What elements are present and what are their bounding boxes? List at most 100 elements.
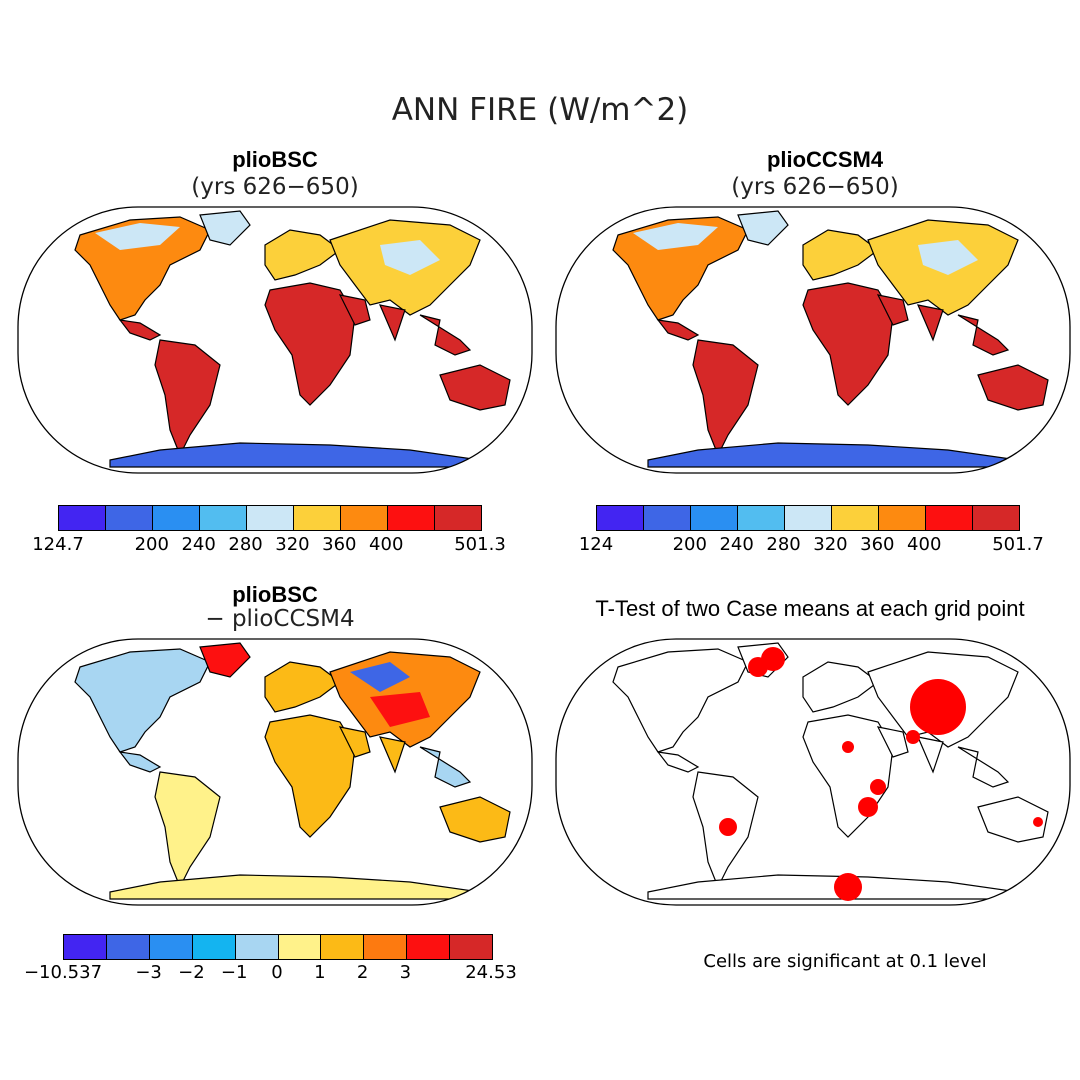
colorbar-tick-label: 0 [271,962,283,983]
continent-india [378,736,406,774]
significance-note: Cells are significant at 0.1 level [703,951,987,972]
colorbar-swatch [388,506,435,530]
continent-antarctica [647,874,1019,900]
colorbar-tick-label: 280 [228,534,263,555]
colorbar-tick-label: 2 [356,962,369,983]
colorbar-tick-label: 280 [766,534,801,555]
significant-cells [834,873,862,901]
significant-cells [870,779,886,795]
colorbar-tick-label: 320 [275,534,310,555]
colorbar-tick-label: 360 [860,534,895,555]
colorbar-swatch [597,506,644,530]
colorbar-swatch [59,506,106,530]
continent-centralAm [656,751,700,773]
colorbar-tick-label: −1 [220,962,248,983]
continent-northAmerica [612,216,749,321]
continent-australia [439,796,511,843]
colorbar-tick-label: 200 [672,534,707,555]
colorbar-swatch [106,935,150,959]
map-border [555,206,1071,474]
colorbar-swatch [247,506,294,530]
panel-subtitle-bottom-left: − plioCCSM4 [205,606,355,632]
negative-anomaly-region [350,662,410,692]
map-content-top-left [17,206,533,474]
continent-australia [977,364,1049,411]
colorbar-tick-label: 400 [907,534,942,555]
colorbar-tick-label: 200 [134,534,169,555]
plateau-region [918,240,978,275]
colorbar-tick-label: 24.53 [465,962,517,983]
continent-greenland [199,642,251,678]
map-bottom-right [555,638,1071,906]
continent-seAsia [419,746,472,788]
colorbar-top-right [596,505,1020,531]
map-border [17,638,533,906]
significant-cells [842,741,854,753]
map-bottom-left [17,638,533,906]
continent-southAmerica [692,339,759,457]
significant-cells [1033,817,1043,827]
colorbar-tick-label: −3 [135,962,162,983]
colorbar-tick-label: 240 [181,534,216,555]
significant-cells [858,797,878,817]
colorbar-swatch [106,506,153,530]
colorbar-swatch [364,935,408,959]
map-border [555,638,1071,906]
continent-europe [802,229,879,281]
continent-arabia [338,294,371,326]
colorbar-top-left [58,505,482,531]
colorbar-tick-label: 320 [813,534,848,555]
colorbar-tick-label: 124 [578,534,614,555]
colorbar-swatch [691,506,738,530]
continent-arabia [876,294,909,326]
map-content-bottom-left [17,638,533,906]
significant-cells [906,730,920,744]
colorbar-swatch [407,935,451,959]
continent-africa [802,282,894,406]
colorbar-tick-label: 400 [369,534,404,555]
panel-title-top-left: plioBSC [232,147,318,172]
continent-europe [264,661,341,713]
continent-india [916,736,944,774]
continent-seAsia [957,314,1010,356]
continent-centralAm [118,319,162,341]
significant-cells [719,818,737,836]
continent-centralAm [118,751,162,773]
colorbar-swatch [435,506,481,530]
continent-northAmerica [74,216,211,321]
continent-southAmerica [154,771,221,889]
continent-northAmerica [612,648,749,753]
colorbar-swatch [321,935,365,959]
colorbar-swatch [278,935,322,959]
colorbar-tick-label: 501.3 [454,534,506,555]
continent-africa [264,282,356,406]
continent-southAmerica [154,339,221,457]
map-content-top-right [555,206,1071,474]
colorbar-swatch [64,935,107,959]
map-content-bottom-right [555,638,1071,906]
colorbar-swatch [973,506,1019,530]
arctic-region [95,223,180,250]
colorbar-swatch [832,506,879,530]
colorbar-tick-label: 240 [719,534,754,555]
arctic-region [633,223,718,250]
continent-europe [264,229,341,281]
colorbar-labels-top-left: 124.7 200 240 280 320 360 400 501.3 [32,534,506,558]
colorbar-swatch [879,506,926,530]
panel-subtitle-top-right: (yrs 626−650) [731,174,899,200]
continent-seAsia [419,314,472,356]
continent-antarctica [109,874,481,900]
colorbar-tick-label: 3 [399,962,412,983]
continent-northAmerica [74,648,211,753]
positive-anomaly-region [370,692,430,727]
colorbar-tick-label: 124.7 [32,534,84,555]
continent-antarctica [647,442,1019,468]
colorbar-labels-bottom-left: −10.537 −3 −2 −1 0 1 2 3 24.53 [24,962,517,986]
figure-title: ANN FIRE (W/m^2) [391,92,689,128]
panel-title-bottom-right: T-Test of two Case means at each grid po… [595,596,1025,621]
colorbar-swatch [785,506,832,530]
colorbar-tick-label: 1 [314,962,326,983]
continent-centralAm [656,319,700,341]
colorbar-tick-label: 501.7 [992,534,1044,555]
panel-title-top-right: plioCCSM4 [766,147,884,172]
